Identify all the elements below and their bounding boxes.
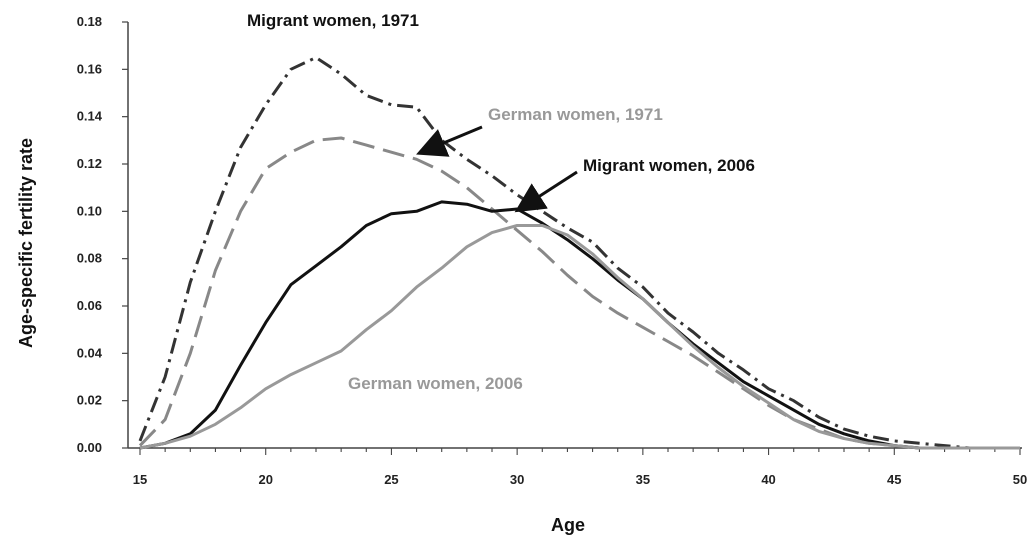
y-tick-label: 0.12: [77, 156, 102, 171]
x-axis-title: Age: [551, 515, 585, 535]
y-tick-label: 0.18: [77, 14, 102, 29]
series-line-2: [138, 136, 1020, 450]
y-tick-label: 0.04: [77, 345, 103, 360]
label-german-2006: German women, 2006: [348, 374, 523, 393]
y-tick-label: 0.08: [77, 251, 102, 266]
series-line-3: [139, 200, 1020, 450]
label-migrant-1971: Migrant women, 1971: [247, 11, 419, 30]
y-tick-label: 0.14: [77, 109, 103, 124]
y-tick-label: 0.02: [77, 393, 102, 408]
x-tick-label: 50: [1013, 472, 1027, 487]
x-tick-label: 35: [636, 472, 650, 487]
y-tick-label: 0.10: [77, 203, 102, 218]
x-tick-label: 40: [761, 472, 775, 487]
arrow-german-1971: [416, 125, 483, 157]
annotations: Migrant women, 1971 German women, 1971 M…: [247, 11, 755, 393]
label-german-1971: German women, 1971: [488, 105, 663, 124]
y-tick-label: 0.06: [77, 298, 102, 313]
series-line-1: [138, 56, 1020, 450]
label-migrant-2006: Migrant women, 2006: [583, 156, 755, 175]
x-ticks: 15 20 25 30 35 40 45 50: [133, 448, 1027, 487]
arrow-migrant-2006: [514, 170, 578, 213]
x-tick-label: 15: [133, 472, 147, 487]
x-tick-label: 30: [510, 472, 524, 487]
y-axis-title: Age-specific fertility rate: [16, 138, 36, 348]
x-tick-label: 25: [384, 472, 398, 487]
y-tick-label: 0.16: [77, 61, 102, 76]
x-tick-label: 45: [887, 472, 901, 487]
y-tick-label: 0.00: [77, 440, 102, 455]
x-tick-label: 20: [258, 472, 272, 487]
y-ticks: 0.00 0.02 0.04 0.06 0.08 0.10 0.12 0.14 0.16 0.18: [77, 14, 128, 455]
series-line-4: [139, 224, 1020, 450]
series-group: [138, 56, 1020, 450]
axes: [127, 22, 1022, 449]
